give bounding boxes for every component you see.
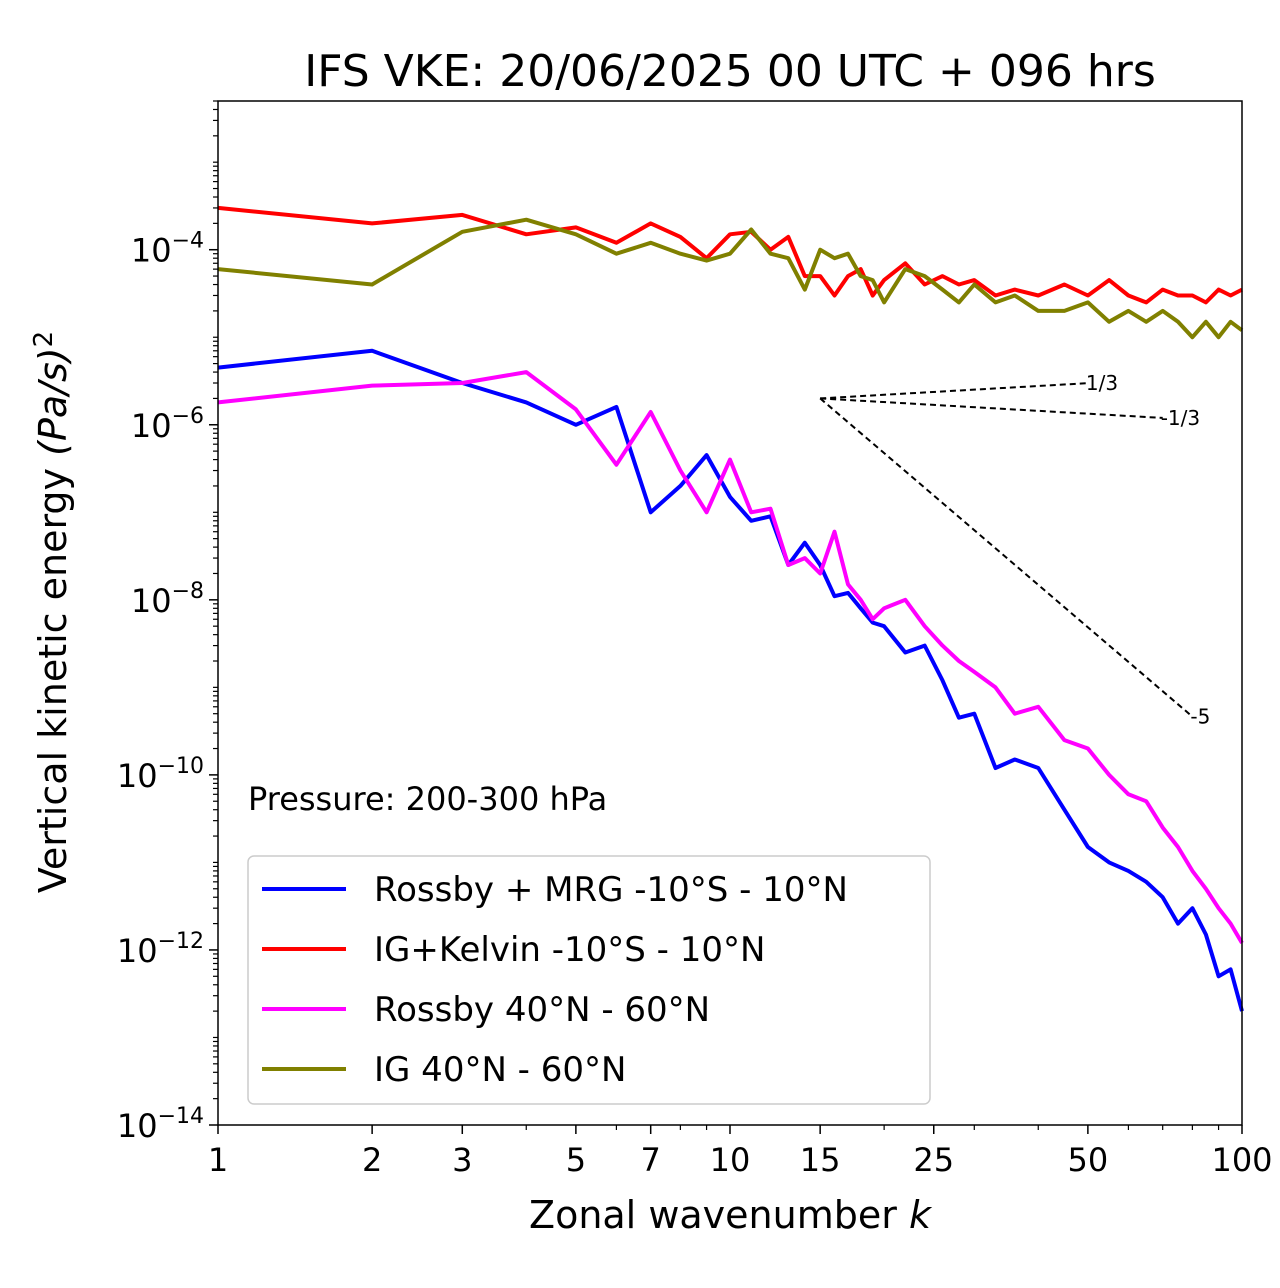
x-axis-ticks: 1 2 3 5 7 10 15 25 50 100 xyxy=(208,1125,1273,1179)
x-axis-label-variable: k xyxy=(909,1193,933,1237)
reference-slope-label-2: -5 xyxy=(1190,705,1210,729)
legend-label-2: Rossby 40°N - 60°N xyxy=(374,990,710,1030)
y-tick-label: 10−10 xyxy=(117,754,204,795)
x-tick-label: 1 xyxy=(208,1141,228,1179)
legend-items: Rossby + MRG -10°S - 10°N IG+Kelvin -10°S… xyxy=(262,870,848,1090)
series-line-2 xyxy=(217,370,1244,945)
x-tick-label: 7 xyxy=(641,1141,661,1179)
x-axis-label-main: Zonal wavenumber xyxy=(529,1193,897,1237)
chart-title: IFS VKE: 20/06/2025 00 UTC + 096 hrs xyxy=(304,46,1156,97)
reference-slope-line-1 xyxy=(820,397,1163,419)
y-tick-label: 10−14 xyxy=(117,1104,204,1145)
x-axis-label: Zonal wavenumber k xyxy=(529,1193,933,1237)
y-tick-label: 10−12 xyxy=(117,929,204,970)
legend: Rossby + MRG -10°S - 10°N IG+Kelvin -10°S… xyxy=(247,855,931,1105)
y-axis-label-exponent: 2 xyxy=(29,331,59,348)
x-tick-label: 15 xyxy=(800,1141,841,1179)
y-tick-label: 10−4 xyxy=(131,229,204,270)
x-tick-label: 5 xyxy=(566,1141,586,1179)
plot-area: 1/3 -1/3 -5 xyxy=(217,100,1244,1126)
x-tick-label: 100 xyxy=(1211,1141,1272,1179)
y-axis-label: Vertical kinetic energy (Pa/s)2 xyxy=(29,331,75,893)
y-axis-ticks: 10−4 10−6 10−8 10−10 10−12 10−14 xyxy=(117,100,218,1145)
x-tick-label: 50 xyxy=(1068,1141,1109,1179)
series-line-1 xyxy=(217,205,1243,305)
series-layer xyxy=(217,205,1244,1012)
y-tick-label: 10−8 xyxy=(131,579,204,620)
y-axis-label-main: Vertical kinetic energy xyxy=(31,468,75,893)
x-tick-label: 25 xyxy=(913,1141,954,1179)
x-tick-label: 3 xyxy=(452,1141,472,1179)
y-axis-label-unit: (Pa/s) xyxy=(31,347,75,455)
legend-label-0: Rossby + MRG -10°S - 10°N xyxy=(374,870,848,910)
reference-slope-label-0: 1/3 xyxy=(1086,371,1118,395)
pressure-annotation: Pressure: 200-300 hPa xyxy=(248,780,607,818)
reference-slope-line-0 xyxy=(820,382,1088,400)
reference-slope-line-2 xyxy=(819,397,1194,718)
legend-box xyxy=(247,855,931,1105)
x-tick-label: 10 xyxy=(710,1141,751,1179)
series-line-3 xyxy=(217,217,1244,340)
legend-label-1: IG+Kelvin -10°S - 10°N xyxy=(374,930,765,970)
x-tick-label: 2 xyxy=(362,1141,382,1179)
reference-slopes: 1/3 -1/3 -5 xyxy=(819,371,1210,729)
y-tick-label: 10−6 xyxy=(131,404,204,445)
legend-label-3: IG 40°N - 60°N xyxy=(374,1050,626,1090)
series-line-0 xyxy=(217,348,1244,1012)
reference-slope-label-1: -1/3 xyxy=(1161,406,1200,430)
